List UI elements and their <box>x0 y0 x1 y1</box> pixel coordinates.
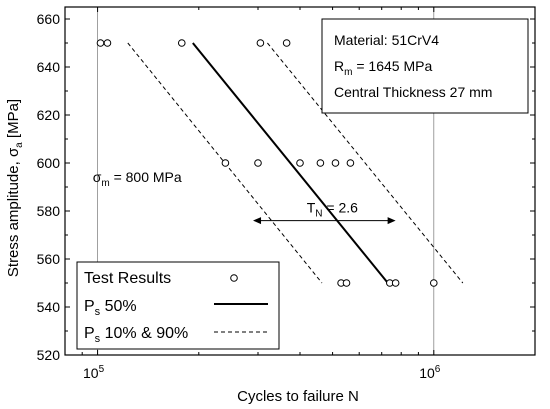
tn-arrow-head-left <box>253 217 262 225</box>
info-rm: Rm = 1645 MPa <box>334 58 432 78</box>
y-tick-label-0: 520 <box>37 347 61 363</box>
y-tick-label-2: 560 <box>37 251 61 267</box>
test-point-0 <box>96 39 105 47</box>
tn-label-sub: N <box>315 209 322 220</box>
y-axis-label: Stress amplitude, σa [MPa] <box>5 99 25 277</box>
test-result-points <box>96 39 438 287</box>
tn-arrow-head-right <box>387 217 396 225</box>
test-point-8 <box>316 159 325 167</box>
sigma-m-sub: m <box>101 178 109 189</box>
test-point-1 <box>103 39 112 47</box>
info-rm-main: R <box>334 58 344 74</box>
legend-ps10-90-main: P <box>84 325 95 342</box>
test-point-7 <box>296 159 304 167</box>
y-tick-label-7: 660 <box>37 11 61 27</box>
test-point-10 <box>346 159 355 167</box>
tn-label-main: T <box>307 200 316 216</box>
info-rm-sub: m <box>344 67 352 78</box>
tn-arrow <box>253 217 396 225</box>
test-point-6 <box>254 159 262 167</box>
y-tick-label-3: 580 <box>37 203 61 219</box>
test-point-12 <box>342 279 351 287</box>
y-axis-label-main: Stress amplitude, σ <box>5 147 22 277</box>
sigma-m-main: σ <box>93 169 102 185</box>
sigma-m-rest: = 800 MPa <box>110 169 182 185</box>
tn-label: TN = 2.6 <box>307 200 358 220</box>
info-box: Material: 51CrV4 Rm = 1645 MPa Central T… <box>321 18 529 114</box>
info-thickness: Central Thickness 27 mm <box>334 84 492 100</box>
tn-label-rest: = 2.6 <box>323 200 359 216</box>
ps50-line <box>192 42 389 284</box>
test-point-15 <box>429 279 438 287</box>
legend-ps10-90: Ps 10% & 90% <box>84 325 188 345</box>
x-axis-label: Cycles to failure N <box>237 388 359 405</box>
legend-ps50: Ps 50% <box>84 298 137 318</box>
legend-ps50-rest: 50% <box>100 298 136 315</box>
y-axis-label-sub: a <box>14 142 25 148</box>
sigma-m-annotation: σm = 800 MPa <box>93 169 182 189</box>
info-material: Material: 51CrV4 <box>334 32 439 48</box>
test-point-3 <box>256 39 265 47</box>
test-point-4 <box>282 39 291 47</box>
y-tick-label-1: 540 <box>37 299 61 315</box>
legend-ps50-sub: s <box>95 306 101 318</box>
y-tick-label-5: 620 <box>37 107 61 123</box>
x-tick-label-1: 106 <box>419 364 441 381</box>
test-point-14 <box>391 279 400 287</box>
x-tick-label-0: 105 <box>83 364 105 381</box>
legend-ps10-90-sub: s <box>95 333 101 345</box>
test-point-5 <box>221 159 230 167</box>
legend-ps10-90-rest: 10% & 90% <box>100 325 188 342</box>
test-point-9 <box>331 159 340 167</box>
y-axis-label-unit: [MPa] <box>5 99 22 142</box>
y-tick-label-4: 600 <box>37 155 61 171</box>
test-point-2 <box>177 39 186 47</box>
axis-ticks: 520 540 560 580 600 620 640 660 105 106 <box>37 7 535 381</box>
legend-test-results: Test Results <box>84 270 171 287</box>
info-rm-rest: = 1645 MPa <box>352 58 432 74</box>
y-tick-label-6: 640 <box>37 59 61 75</box>
legend: Test Results Ps 50% Ps 10% & 90% <box>76 261 280 350</box>
ps90-line <box>267 42 464 284</box>
legend-ps50-main: P <box>84 298 95 315</box>
legend-marker-circle <box>230 274 238 282</box>
legend-test-results-main: Test Results <box>84 270 171 287</box>
